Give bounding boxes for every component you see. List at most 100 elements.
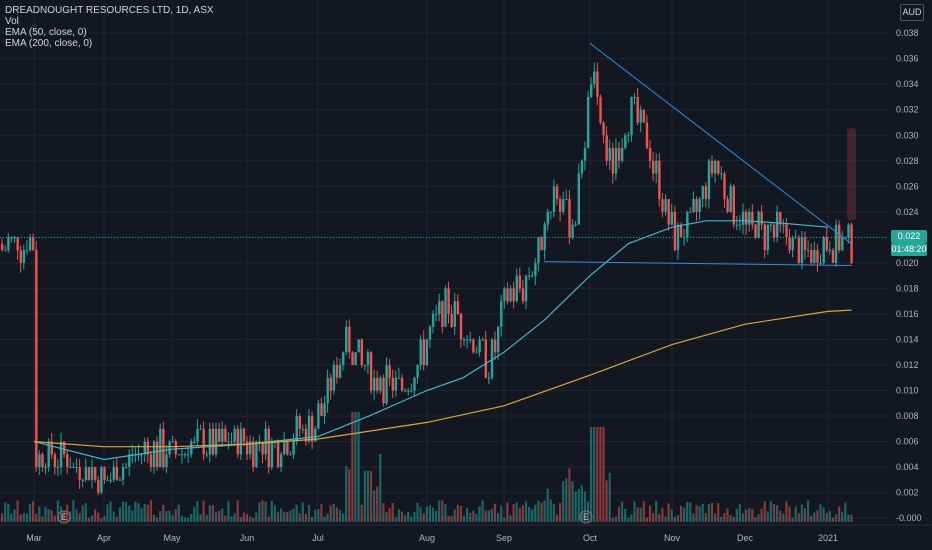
- candle-body: [565, 199, 568, 201]
- candle-body: [84, 467, 88, 480]
- volume-bar: [134, 501, 137, 522]
- volume-bar: [84, 503, 87, 522]
- volume-bar: [760, 508, 763, 522]
- volume-bar: [44, 506, 47, 522]
- candle-body: [301, 428, 305, 430]
- candle-body: [769, 224, 773, 226]
- volume-bar: [503, 517, 506, 522]
- candle-body: [841, 237, 844, 251]
- candle-body: [484, 339, 487, 378]
- volume-bar: [735, 508, 738, 522]
- volume-bar: [115, 516, 118, 522]
- volume-bar: [314, 509, 317, 522]
- candle-body: [450, 313, 453, 327]
- candle-body: [726, 199, 729, 212]
- candle-body: [202, 428, 205, 455]
- candle-body: [453, 301, 456, 327]
- candle-body: [196, 428, 199, 442]
- volume-label[interactable]: Vol: [5, 16, 19, 27]
- volume-bar: [741, 513, 745, 522]
- candle-body: [472, 339, 475, 353]
- volume-bar: [478, 506, 481, 522]
- volume-bar: [32, 501, 35, 522]
- candle-body: [596, 71, 599, 97]
- candle-body: [292, 441, 295, 455]
- volume-bar: [788, 506, 791, 522]
- candle-body: [348, 326, 351, 353]
- volume-bar: [416, 502, 419, 522]
- candle-body: [59, 441, 63, 468]
- volume-bar: [286, 512, 289, 522]
- candle-body: [754, 224, 757, 238]
- volume-bar: [1, 513, 4, 522]
- candle-body: [462, 339, 466, 341]
- volume-bar: [521, 505, 524, 522]
- volume-bar: [214, 511, 218, 522]
- volume-bar: [342, 513, 345, 522]
- volume-bar: [345, 466, 348, 522]
- candle-body: [143, 441, 146, 455]
- volume-bar: [565, 478, 568, 522]
- volume-bar: [614, 516, 617, 522]
- volume-bar: [667, 503, 670, 522]
- volume-bar: [484, 510, 487, 522]
- volume-bar: [75, 509, 78, 522]
- volume-bar: [199, 514, 202, 522]
- volume-bar: [537, 500, 540, 522]
- volume-bar: [562, 481, 565, 522]
- candle-body: [38, 454, 41, 468]
- volume-bar: [624, 508, 627, 522]
- volume-bar: [171, 515, 174, 522]
- volume-bar: [174, 508, 177, 522]
- candle-body: [617, 148, 621, 161]
- currency-button[interactable]: AUD: [900, 4, 924, 21]
- candle-body: [487, 377, 491, 379]
- candle-body: [187, 454, 190, 456]
- volume-bar: [131, 510, 134, 522]
- volume-bar: [72, 500, 75, 522]
- candle-body: [224, 428, 227, 442]
- candle-body: [342, 352, 345, 366]
- candle-body: [1, 243, 4, 251]
- x-tick-label: Apr: [97, 533, 111, 543]
- volume-bar: [714, 513, 717, 522]
- candle-body: [689, 211, 692, 213]
- candle-body: [732, 186, 735, 225]
- candle-body: [267, 428, 270, 468]
- candle-body: [624, 135, 627, 149]
- y-tick-label: 0.026: [896, 181, 919, 191]
- ema200-label[interactable]: EMA (200, close, 0): [5, 38, 93, 49]
- candle-body: [506, 288, 509, 302]
- candle-body: [376, 377, 379, 391]
- volume-bar: [524, 501, 528, 522]
- y-tick-label: 0.014: [896, 334, 919, 344]
- candle-body: [766, 224, 770, 251]
- x-tick-label: Nov: [664, 533, 681, 543]
- ema50-label[interactable]: EMA (50, close, 0): [5, 27, 87, 38]
- y-tick-label: 0.018: [896, 283, 919, 293]
- candle-body: [41, 454, 44, 468]
- volume-bar: [90, 515, 94, 522]
- candle-body: [304, 428, 308, 442]
- candle-body: [53, 454, 57, 468]
- volume-bar: [732, 516, 735, 522]
- volume-bar: [332, 503, 335, 522]
- candle-body: [159, 428, 162, 468]
- volume-bar: [221, 508, 224, 522]
- candle-body: [701, 186, 704, 200]
- candle-body: [509, 288, 512, 302]
- symbol-title[interactable]: DREADNOUGHT RESOURCES LTD, 1D, ASX: [5, 5, 214, 16]
- candle-body: [490, 339, 494, 378]
- candle-body: [444, 288, 447, 327]
- volume-bar: [363, 470, 366, 522]
- volume-bar: [518, 507, 521, 522]
- candle-body: [850, 224, 853, 263]
- volume-bar: [577, 488, 580, 522]
- volume-bar: [165, 510, 168, 522]
- volume-bar: [754, 517, 757, 522]
- candle-body: [630, 96, 633, 136]
- volume-bar: [757, 514, 760, 522]
- candle-body: [156, 441, 159, 468]
- earnings-marker-label: E: [61, 512, 67, 522]
